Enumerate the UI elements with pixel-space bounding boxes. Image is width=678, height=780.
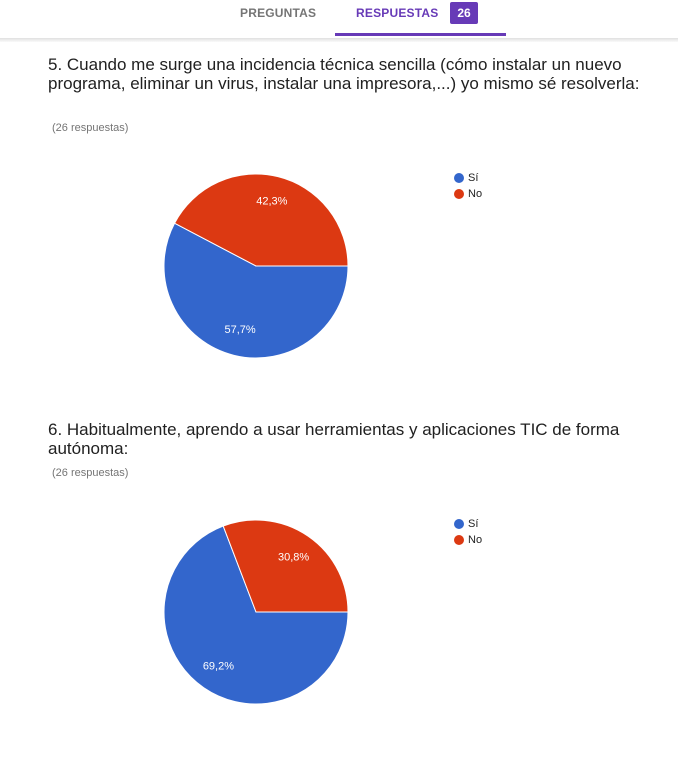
header-divider	[0, 38, 678, 42]
active-tab-underline	[335, 33, 506, 36]
slice-label: 30,8%	[278, 551, 309, 563]
question-card: 57,7% 42,3% Sí No 5. Cuando me surge una inc…	[0, 55, 678, 415]
slice-label: 57,7%	[225, 324, 256, 336]
question-title: 5. Cuando me surge una incidencia técnic…	[48, 55, 640, 93]
legend-swatch	[454, 519, 464, 529]
legend-label: Sí	[468, 518, 478, 530]
slice-label: 42,3%	[256, 196, 287, 208]
pie-chart: 69,2% 30,8% Sí No	[163, 518, 482, 705]
legend-swatch	[454, 173, 464, 183]
legend-label: Sí	[468, 172, 478, 184]
legend-swatch	[454, 189, 464, 199]
question-card: 69,2% 30,8% Sí No 6. Habitualmente, aprendo …	[0, 420, 678, 780]
pie-chart: 57,7% 42,3% Sí No	[163, 172, 482, 359]
legend-label: No	[468, 534, 482, 546]
legend-label: No	[468, 188, 482, 200]
response-count: (26 respuestas)	[52, 467, 129, 479]
tab-responses[interactable]: RESPUESTAS	[356, 6, 439, 20]
pie-slice	[163, 222, 349, 359]
response-count-badge: 26	[450, 2, 478, 24]
slice-label: 69,2%	[203, 660, 234, 672]
question-title: 6. Habitualmente, aprendo a usar herrami…	[48, 420, 620, 458]
pie-slice	[173, 173, 349, 267]
page: PREGUNTAS RESPUESTAS 26 57,7% 42,3% Sí No 5.…	[0, 0, 678, 705]
pie-slice	[222, 519, 349, 613]
legend-swatch	[454, 535, 464, 545]
tab-questions[interactable]: PREGUNTAS	[240, 6, 317, 20]
response-count: (26 respuestas)	[52, 122, 129, 134]
pie-slice	[163, 525, 349, 705]
